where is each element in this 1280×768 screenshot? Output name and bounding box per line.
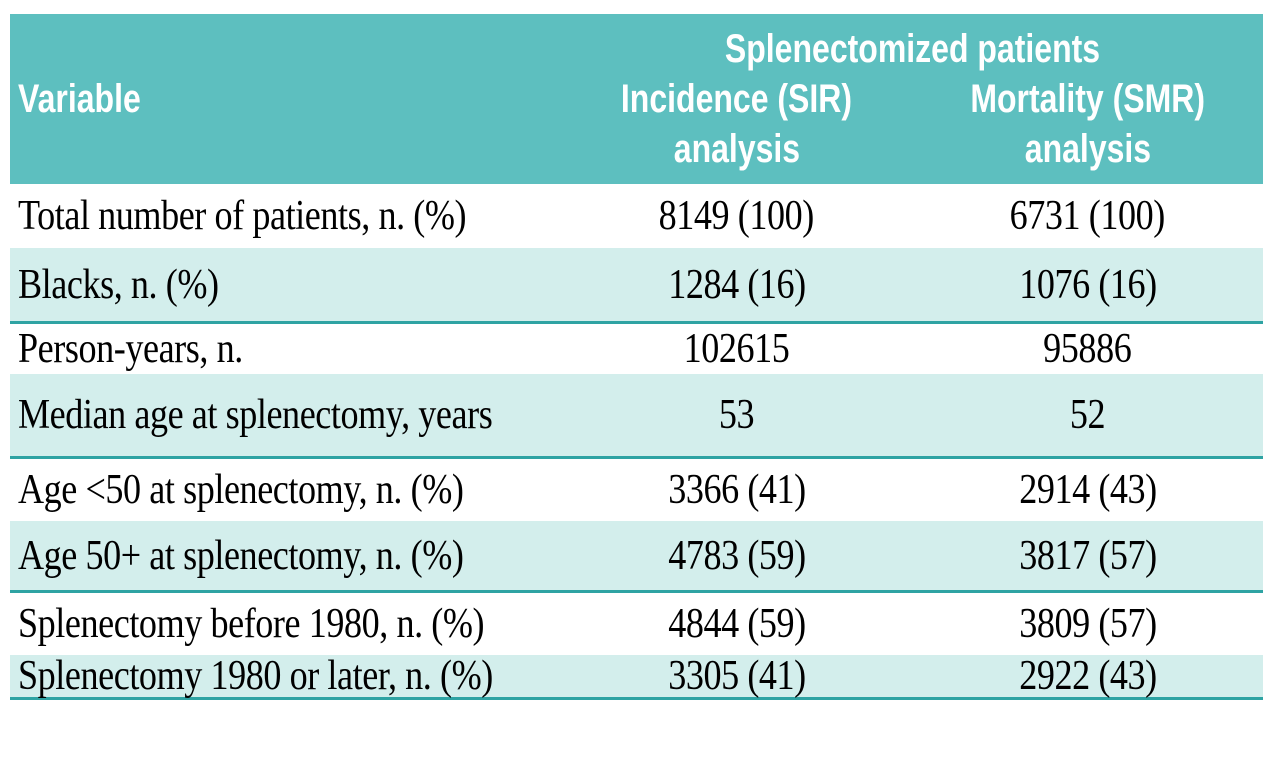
cell-variable: Age 50+ at splenectomy, n. (%) xyxy=(18,532,464,579)
column-group-splenectomized-patients: Splenectomized patients Incidence (SIR) … xyxy=(561,14,1263,184)
cell-sir-value: 3366 (41) xyxy=(667,467,806,513)
table-row-person-years: Person-years, n. 102615 95886 xyxy=(10,324,1263,374)
column-header-smr-analysis: Mortality (SMR) analysis xyxy=(912,74,1263,174)
cell-sir-value: 8149 (100) xyxy=(659,193,815,239)
cell-variable: Total number of patients, n. (%) xyxy=(18,193,467,239)
variable-header-label: Variable xyxy=(18,76,141,121)
cell-smr-value: 2922 (43) xyxy=(1018,653,1157,699)
table-header: Variable Splenectomized patients Inciden… xyxy=(10,14,1263,184)
cell-variable: Median age at splenectomy, years xyxy=(18,392,493,438)
table-row-age-under-50: Age <50 at splenectomy, n. (%) 3366 (41)… xyxy=(10,459,1263,521)
cell-smr-value: 95886 xyxy=(1043,326,1132,372)
cell-sir-value: 1284 (16) xyxy=(667,261,806,308)
cell-sir-value: 102615 xyxy=(683,326,790,372)
sir-header-line2: analysis xyxy=(673,127,800,171)
cell-sir-value: 4844 (59) xyxy=(667,601,806,647)
cell-variable: Splenectomy before 1980, n. (%) xyxy=(18,601,485,647)
cell-smr-value: 52 xyxy=(1069,392,1106,438)
table-row-blacks: Blacks, n. (%) 1284 (16) 1076 (16) xyxy=(10,248,1263,324)
table-row-splenectomy-before-1980: Splenectomy before 1980, n. (%) 4844 (59… xyxy=(10,593,1263,655)
smr-header-line1: Mortality (SMR) xyxy=(970,77,1205,121)
cell-variable: Splenectomy 1980 or later, n. (%) xyxy=(18,653,493,699)
cell-sir-value: 3305 (41) xyxy=(667,653,806,699)
table-row-median-age: Median age at splenectomy, years 53 52 xyxy=(10,374,1263,459)
column-header-sir-analysis: Incidence (SIR) analysis xyxy=(561,74,912,174)
cell-sir-value: 53 xyxy=(719,392,755,438)
smr-header-line2: analysis xyxy=(1024,127,1151,171)
cell-smr-value: 3809 (57) xyxy=(1018,601,1157,647)
table-row-total-patients: Total number of patients, n. (%) 8149 (1… xyxy=(10,184,1263,248)
cell-variable: Age <50 at splenectomy, n. (%) xyxy=(18,467,464,513)
cell-variable: Person-years, n. xyxy=(18,326,243,372)
group-header-label: Splenectomized patients xyxy=(724,27,1100,71)
cell-smr-value: 1076 (16) xyxy=(1018,261,1157,308)
column-header-variable: Variable xyxy=(10,14,561,184)
cell-variable: Blacks, n. (%) xyxy=(18,261,219,308)
table-row-age-50-plus: Age 50+ at splenectomy, n. (%) 4783 (59)… xyxy=(10,521,1263,593)
sir-header-line1: Incidence (SIR) xyxy=(621,77,853,121)
patient-characteristics-table: Variable Splenectomized patients Inciden… xyxy=(10,14,1263,700)
cell-smr-value: 2914 (43) xyxy=(1018,467,1157,513)
cell-smr-value: 6731 (100) xyxy=(1009,193,1166,239)
table-row-splenectomy-1980-or-later: Splenectomy 1980 or later, n. (%) 3305 (… xyxy=(10,655,1263,700)
cell-smr-value: 3817 (57) xyxy=(1018,532,1157,579)
cell-sir-value: 4783 (59) xyxy=(667,532,806,579)
